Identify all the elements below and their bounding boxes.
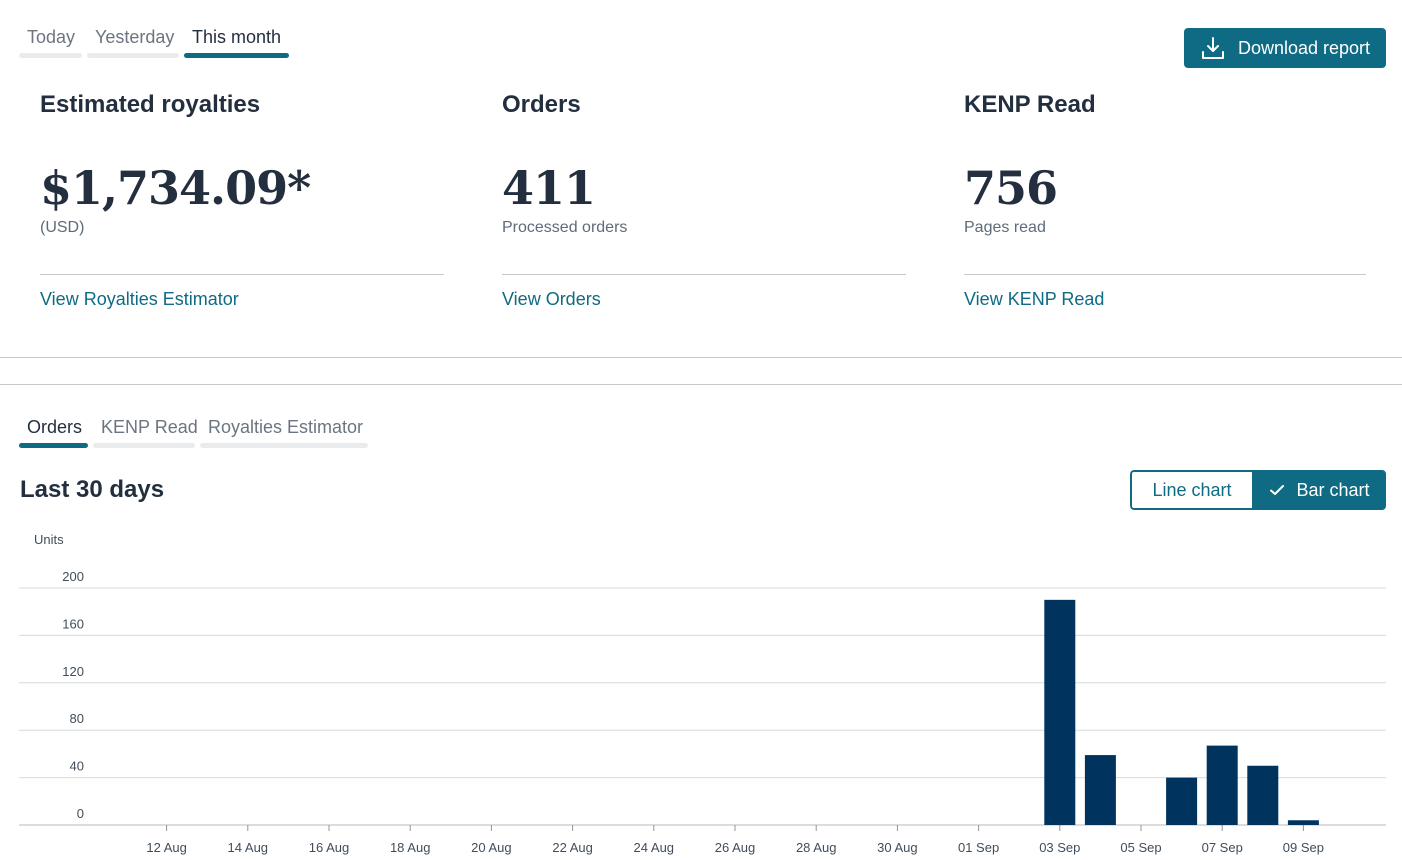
y-tick-label: 0 [77, 806, 84, 821]
tab-indicator [200, 443, 368, 448]
tab-orders[interactable]: Orders [19, 415, 88, 448]
bar-08-sep [1247, 765, 1279, 825]
tab-indicator [87, 53, 179, 58]
download-icon [1201, 37, 1224, 59]
tab-indicator [19, 53, 82, 58]
metric-orders: Orders 411 Processed orders View Orders [502, 88, 906, 311]
tab-royalties-estimator-label: Royalties Estimator [208, 417, 364, 437]
metric-value: 756 [964, 161, 1058, 215]
x-tick-label: 12 Aug [146, 840, 187, 855]
x-tick-label: 30 Aug [877, 840, 918, 855]
x-tick-label: 22 Aug [552, 840, 593, 855]
metric-subtitle: (USD) [40, 219, 85, 236]
download-report-label: Download report [1237, 37, 1371, 58]
x-tick-label: 26 Aug [715, 840, 756, 855]
y-axis-label: Units [34, 532, 64, 547]
y-tick-label: 40 [70, 759, 84, 774]
tab-today[interactable]: Today [19, 25, 82, 58]
view-royalties-estimator-link[interactable]: View Royalties Estimator [40, 289, 239, 309]
metric-title: KENP Read [964, 91, 1096, 118]
bar-chart-label: Bar chart [1296, 479, 1370, 500]
bar-06-sep [1166, 777, 1198, 825]
tab-orders-label: Orders [27, 417, 83, 437]
y-tick-label: 160 [62, 616, 84, 631]
x-tick-label: 20 Aug [471, 840, 512, 855]
tab-kenp-read-label: KENP Read [101, 417, 198, 437]
x-tick-label: 18 Aug [390, 840, 431, 855]
bar-chart-button[interactable]: Bar chart [1252, 470, 1386, 510]
download-report-button[interactable]: Download report [1184, 28, 1386, 68]
divider [502, 274, 906, 275]
tab-this-month-label: This month [192, 27, 282, 47]
chart-type-toggle: Line chart Bar chart [1130, 470, 1386, 510]
tab-today-label: Today [27, 27, 76, 47]
x-tick-label: 28 Aug [796, 840, 837, 855]
metric-value: 411 [502, 161, 596, 215]
card-divider [0, 384, 1402, 385]
metric-title: Orders [502, 91, 581, 118]
x-tick-label: 09 Sep [1283, 840, 1324, 855]
x-tick-label: 07 Sep [1202, 840, 1243, 855]
bar-07-sep [1206, 745, 1238, 825]
bar-04-sep [1084, 755, 1116, 825]
metric-subtitle: Pages read [964, 219, 1046, 236]
check-icon [1270, 485, 1285, 495]
tab-indicator [184, 53, 289, 58]
view-orders-link[interactable]: View Orders [502, 289, 601, 309]
tab-indicator [19, 443, 88, 448]
tab-kenp-read[interactable]: KENP Read [93, 415, 198, 448]
card-divider [0, 357, 1402, 358]
bar-03-sep [1044, 599, 1076, 825]
chart-tabs: Orders KENP Read Royalties Estimator [19, 415, 368, 448]
divider [964, 274, 1366, 275]
section-title: Last 30 days [20, 476, 165, 503]
y-tick-label: 120 [62, 664, 84, 679]
view-kenp-read-link[interactable]: View KENP Read [964, 289, 1105, 309]
line-chart-button[interactable]: Line chart [1130, 470, 1252, 510]
x-tick-label: 14 Aug [228, 840, 269, 855]
metric-estimated-royalties: Estimated royalties $1,734.09* (USD) Vie… [40, 88, 444, 311]
x-tick-label: 01 Sep [958, 840, 999, 855]
period-tabs: Today Yesterday This month [19, 25, 289, 58]
tab-this-month[interactable]: This month [184, 25, 289, 58]
tab-royalties-estimator[interactable]: Royalties Estimator [200, 415, 368, 448]
metric-subtitle: Processed orders [502, 219, 628, 236]
x-tick-label: 05 Sep [1120, 840, 1161, 855]
tab-yesterday-label: Yesterday [95, 27, 175, 47]
tab-indicator [93, 443, 195, 448]
metric-kenp-read: KENP Read 756 Pages read View KENP Read [964, 88, 1366, 311]
metric-value: $1,734.09* [40, 161, 311, 215]
y-tick-label: 80 [70, 711, 84, 726]
tab-yesterday[interactable]: Yesterday [87, 25, 179, 58]
x-tick-label: 16 Aug [309, 840, 350, 855]
y-tick-label: 200 [62, 569, 84, 584]
orders-bar-chart: Units 0 40 80 120 160 200 12 Aug 14 Aug 16 Aug 18 … [19, 532, 1386, 855]
metric-title: Estimated royalties [40, 91, 261, 118]
divider [40, 274, 444, 275]
x-tick-label: 03 Sep [1039, 840, 1080, 855]
x-tick-label: 24 Aug [634, 840, 675, 855]
bar-09-sep [1287, 820, 1319, 825]
